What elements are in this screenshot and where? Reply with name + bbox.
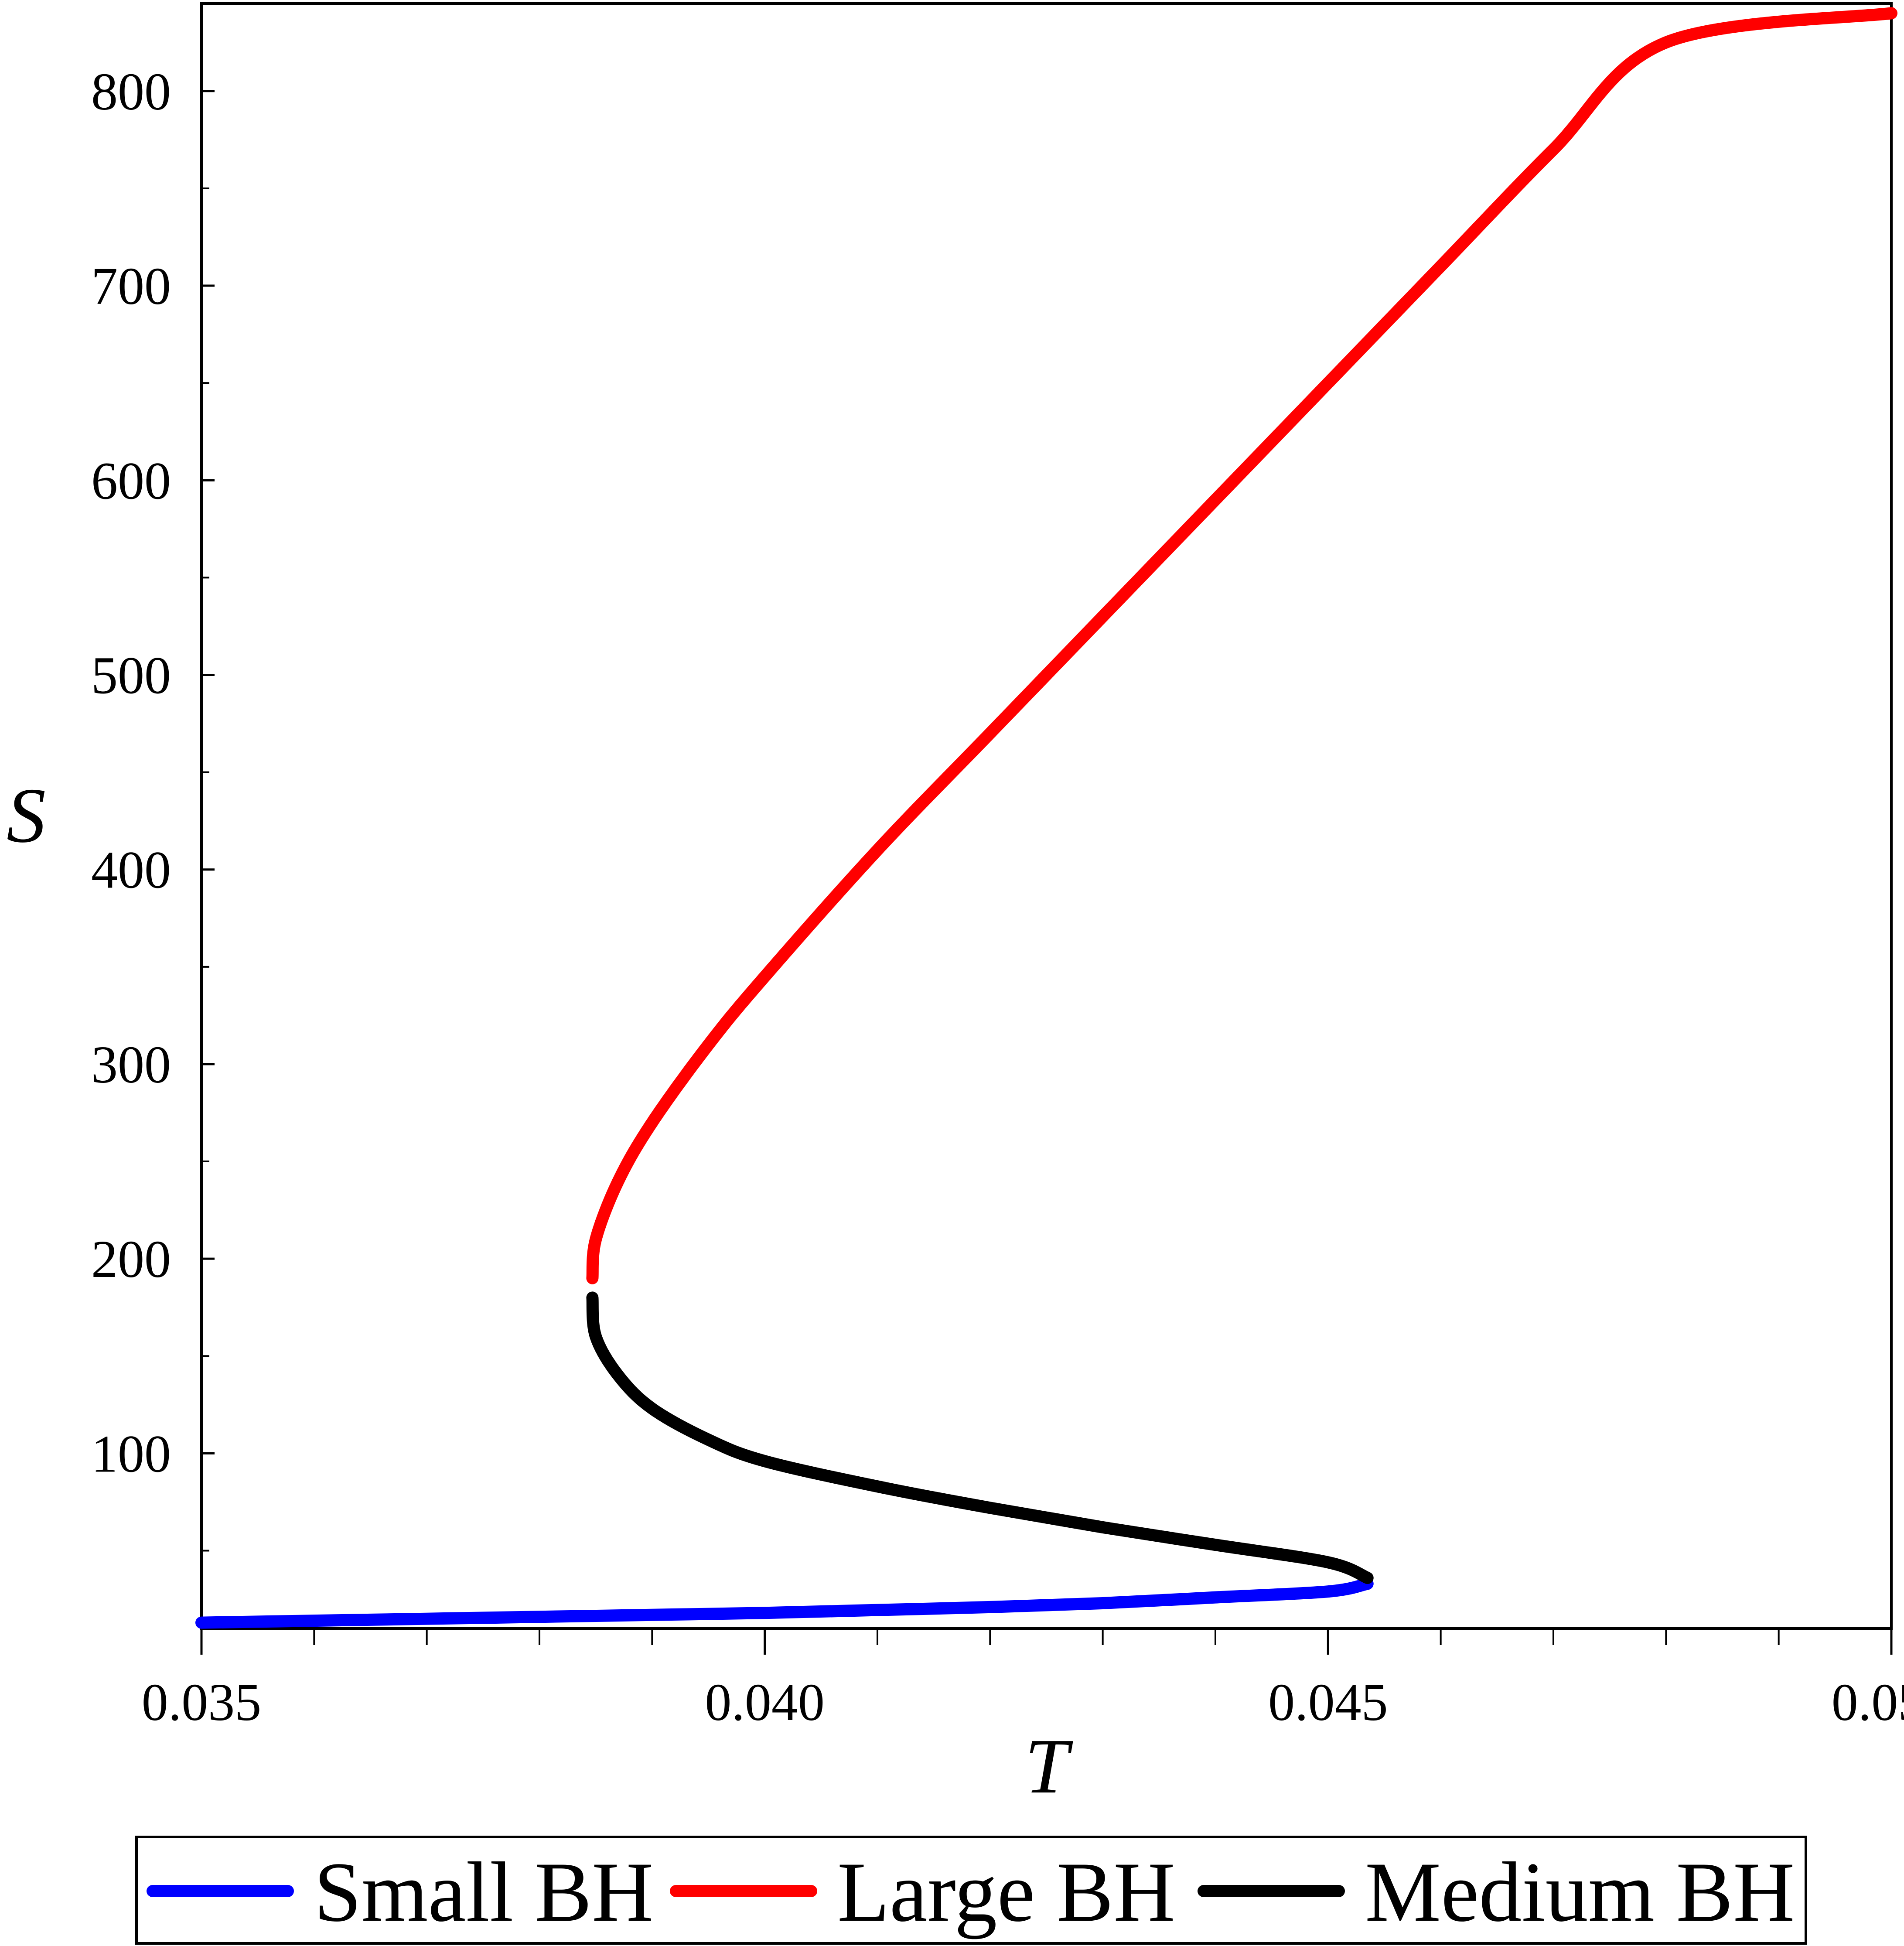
legend-label: Small BH: [314, 1845, 654, 1939]
x-tick-label: 0.050: [1832, 1673, 1904, 1732]
series-line-large-bh: [586, 7, 1897, 1284]
legend-label: Large BH: [837, 1845, 1175, 1939]
y-axis: 100 200 300 400 500 600 700 800: [91, 62, 215, 1552]
y-tick-label: 600: [91, 451, 171, 510]
x-tick-label: 0.035: [142, 1673, 262, 1732]
y-tick-label: 100: [91, 1424, 171, 1483]
y-tick-label: 400: [91, 841, 171, 900]
series-layer: [195, 7, 1897, 1629]
y-tick-label: 300: [91, 1035, 171, 1094]
y-axis-title: S: [7, 772, 46, 859]
x-tick-label: 0.040: [705, 1673, 825, 1732]
series-line-medium-bh: [586, 1291, 1374, 1584]
y-tick-label: 200: [91, 1230, 171, 1289]
legend-label: Medium BH: [1365, 1845, 1795, 1939]
plot-area-frame: [200, 2, 1893, 1630]
y-tick-label: 800: [91, 62, 171, 121]
y-tick-label: 500: [91, 646, 171, 705]
x-tick-label: 0.045: [1268, 1673, 1388, 1732]
series-line-small-bh: [195, 1577, 1374, 1629]
x-axis-title: T: [1025, 1723, 1073, 1809]
y-tick-label: 700: [91, 257, 171, 316]
legend: Small BH Large BH Medium BH: [135, 1836, 1807, 1945]
legend-frame: [135, 1836, 1807, 1945]
x-axis: 0.035 0.040 0.045 0.050: [142, 1628, 1904, 1732]
